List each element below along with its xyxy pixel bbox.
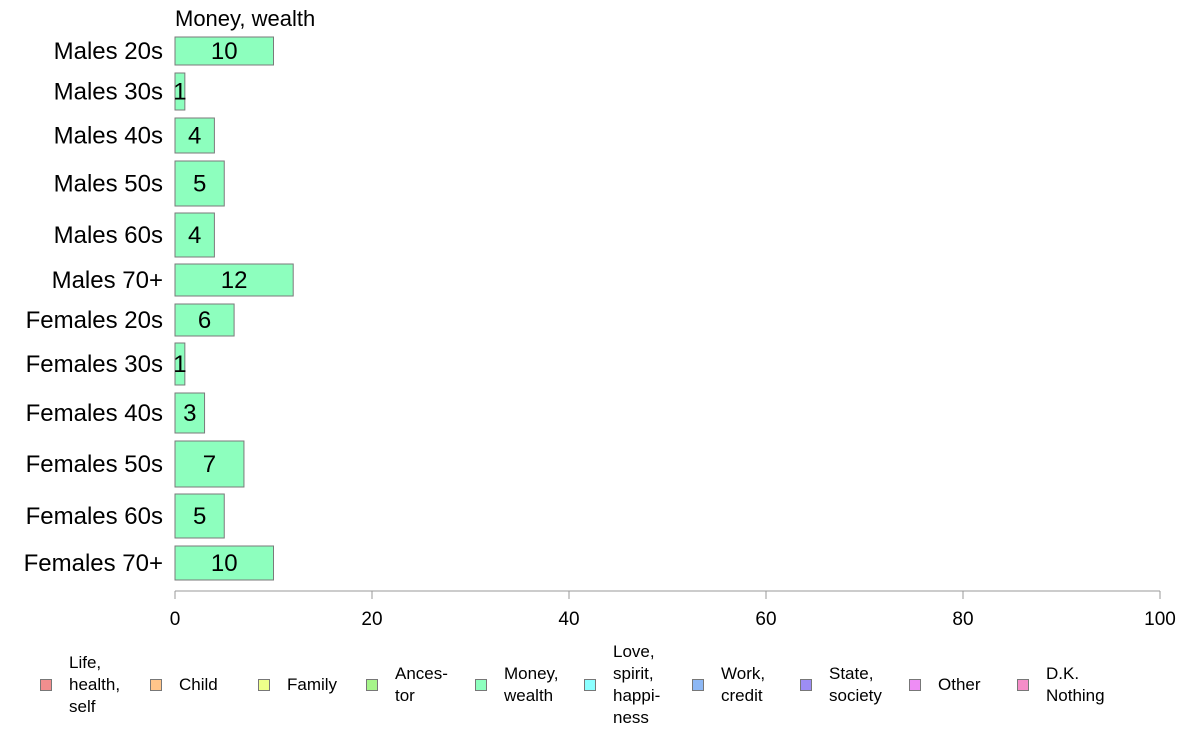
legend-swatch [150,679,162,691]
bar-1 [174,72,186,111]
legend-item: Work, credit [692,640,765,730]
legend-label: Life, health, self [69,653,121,716]
legend-label: Other [938,675,981,694]
value-label: 10 [211,550,238,577]
legend-swatch [692,679,704,691]
bar-10 [174,493,225,539]
category-label: Females 70+ [24,550,163,577]
legend-label: Work, credit [721,664,766,705]
category-label: Males 60s [54,222,163,249]
legend-item: Other [909,640,981,730]
bar-0 [174,36,274,66]
value-label: 10 [211,38,238,65]
legend-label: Love, spirit, happi- ness [613,642,661,727]
bar-7 [174,342,186,386]
legend-label: Money, wealth [504,664,559,705]
legend-label: D.K. Nothing [1046,664,1105,705]
x-tick-label: 20 [361,609,382,630]
bar-9 [174,440,245,488]
x-tick-label: 0 [170,609,181,630]
legend-label: Child [179,675,218,694]
category-label: Females 60s [26,503,163,530]
legend-swatch [40,679,52,691]
value-label: 4 [188,123,201,150]
category-label: Females 40s [26,400,163,427]
category-label: Females 30s [26,351,163,378]
legend-label: Family [287,675,338,694]
legend-swatch [800,679,812,691]
x-tick-label: 80 [952,609,973,630]
legend-item: Ances- tor [366,640,448,730]
value-label: 6 [198,307,211,334]
legend-item: Life, health, self [40,640,120,730]
legend-swatch [584,679,596,691]
legend-item: Family [258,640,337,730]
bar-11 [174,545,274,581]
category-label: Males 50s [54,171,163,198]
legend-swatch [1017,679,1029,691]
bar-4 [174,212,215,258]
legend-item: State, society [800,640,882,730]
legend-item: Money, wealth [475,640,559,730]
category-label: Females 50s [26,451,163,478]
value-label: 5 [193,503,206,530]
legend-item: D.K. Nothing [1017,640,1105,730]
x-tick-label: 100 [1144,609,1176,630]
category-label: Males 70+ [52,267,163,294]
bar-6 [174,303,235,337]
value-label: 5 [193,171,206,198]
value-label: 7 [203,451,216,478]
value-label: 1 [173,351,186,378]
legend-item: Child [150,640,218,730]
x-axis: 0 20 40 60 80 100 [170,590,1176,630]
legend: Life, health, self Child Family Ances- tor M… [0,640,1188,730]
bar-5 [174,263,294,297]
legend-swatch [366,679,378,691]
bar-2 [174,117,215,154]
chart-title: Money, wealth [175,6,315,31]
legend-label: Ances- tor [395,664,448,705]
legend-item: Love, spirit, happi- ness [584,640,660,730]
category-label: Males 40s [54,123,163,150]
x-tick-label: 40 [558,609,579,630]
category-label: Females 20s [26,307,163,334]
value-label: 4 [188,222,201,249]
category-label: Males 20s [54,38,163,65]
bar-3 [174,160,225,207]
legend-swatch [258,679,270,691]
value-label: 1 [173,79,186,106]
legend-swatch [475,679,487,691]
bar-8 [174,392,206,434]
category-label: Males 30s [54,79,163,106]
x-tick-label: 60 [755,609,776,630]
legend-swatch [909,679,921,691]
value-label: 12 [221,267,248,294]
value-label: 3 [183,400,196,427]
legend-label: State, society [829,664,882,705]
